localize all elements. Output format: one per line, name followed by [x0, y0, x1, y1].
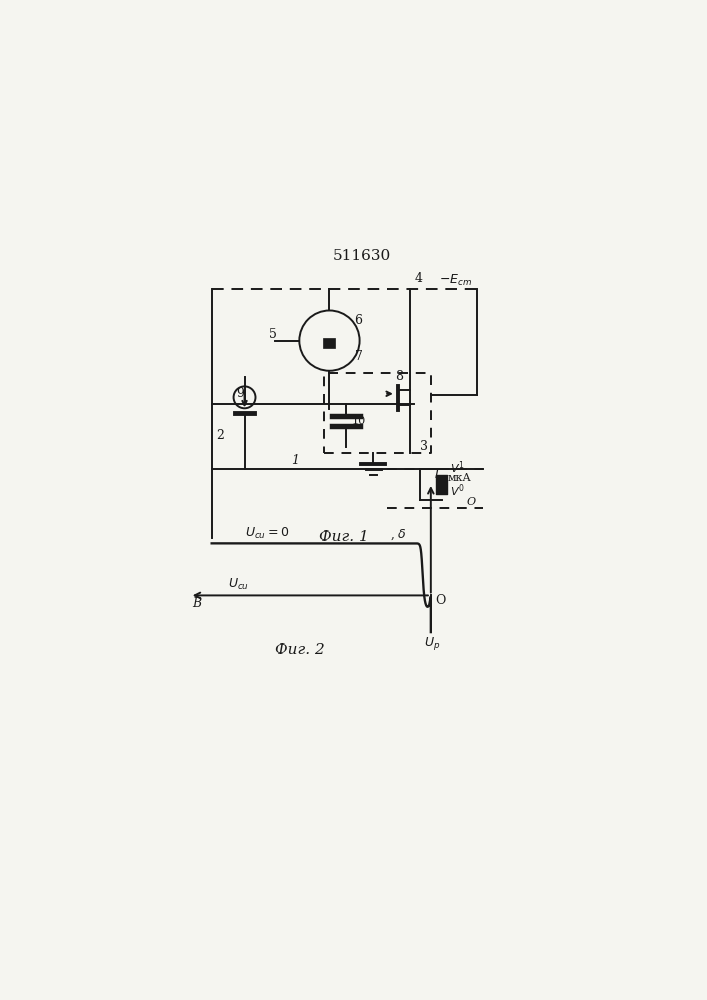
Text: 4: 4: [414, 272, 422, 285]
Text: , $\delta$: , $\delta$: [390, 528, 407, 542]
Text: O: O: [436, 594, 445, 607]
Text: $V^0$: $V^0$: [450, 482, 464, 499]
Text: O: O: [467, 497, 476, 507]
Text: B: B: [192, 597, 201, 610]
Text: 2: 2: [216, 429, 224, 442]
Text: $U_{cu}=0$: $U_{cu}=0$: [245, 526, 289, 541]
Bar: [323, 338, 336, 348]
Text: 7: 7: [355, 350, 363, 363]
Text: $U_p$: $U_p$: [424, 635, 440, 652]
Text: Фиг. 2: Фиг. 2: [275, 643, 325, 657]
Text: $-E_{cm}$: $-E_{cm}$: [439, 273, 472, 288]
Text: 9: 9: [236, 387, 244, 400]
Text: 1: 1: [291, 454, 299, 467]
Text: 511630: 511630: [333, 249, 392, 263]
Text: 3: 3: [420, 440, 428, 453]
Text: 5: 5: [269, 328, 277, 341]
Text: $U_{cu}$: $U_{cu}$: [228, 577, 249, 592]
Text: мкА: мкА: [448, 473, 471, 483]
Text: $V^1$: $V^1$: [450, 459, 464, 476]
Text: 10: 10: [351, 416, 366, 426]
Text: $I_c$: $I_c$: [433, 468, 444, 483]
Text: 8: 8: [395, 370, 403, 383]
Text: Фиг. 1: Фиг. 1: [319, 530, 368, 544]
Text: 6: 6: [354, 314, 362, 327]
